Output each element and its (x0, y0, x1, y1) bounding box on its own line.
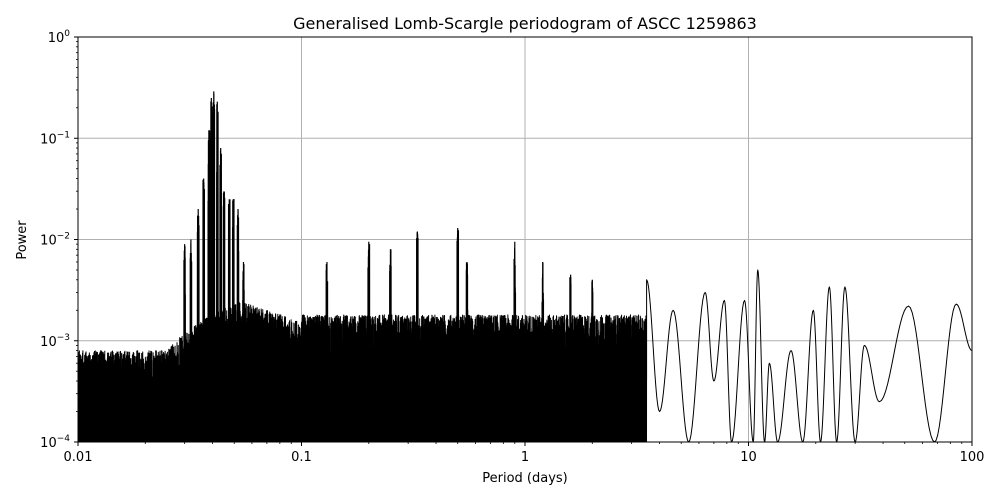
x-tick-label: 100 (960, 450, 985, 465)
periodogram-line (78, 93, 972, 442)
y-tick-label: 100 (48, 29, 71, 46)
y-tick-label: 10−2 (40, 232, 70, 249)
y-axis-label: Power (15, 220, 30, 260)
series-area (78, 91, 972, 442)
x-axis-label: Period (days) (482, 471, 568, 486)
y-tick-label: 10−1 (40, 130, 70, 147)
y-tick-label: 10−4 (40, 434, 70, 451)
x-tick-label: 1 (521, 450, 529, 465)
y-tick-label: 10−3 (40, 333, 70, 350)
axis-ticks: 0.01 0.1 1 10 100 10−4 10−3 10−2 10−1 100 (40, 29, 984, 465)
x-tick-label: 0.1 (291, 450, 312, 465)
chart-title: Generalised Lomb-Scargle periodogram of … (293, 14, 757, 33)
x-tick-label: 0.01 (64, 450, 93, 465)
x-tick-label: 10 (740, 450, 757, 465)
